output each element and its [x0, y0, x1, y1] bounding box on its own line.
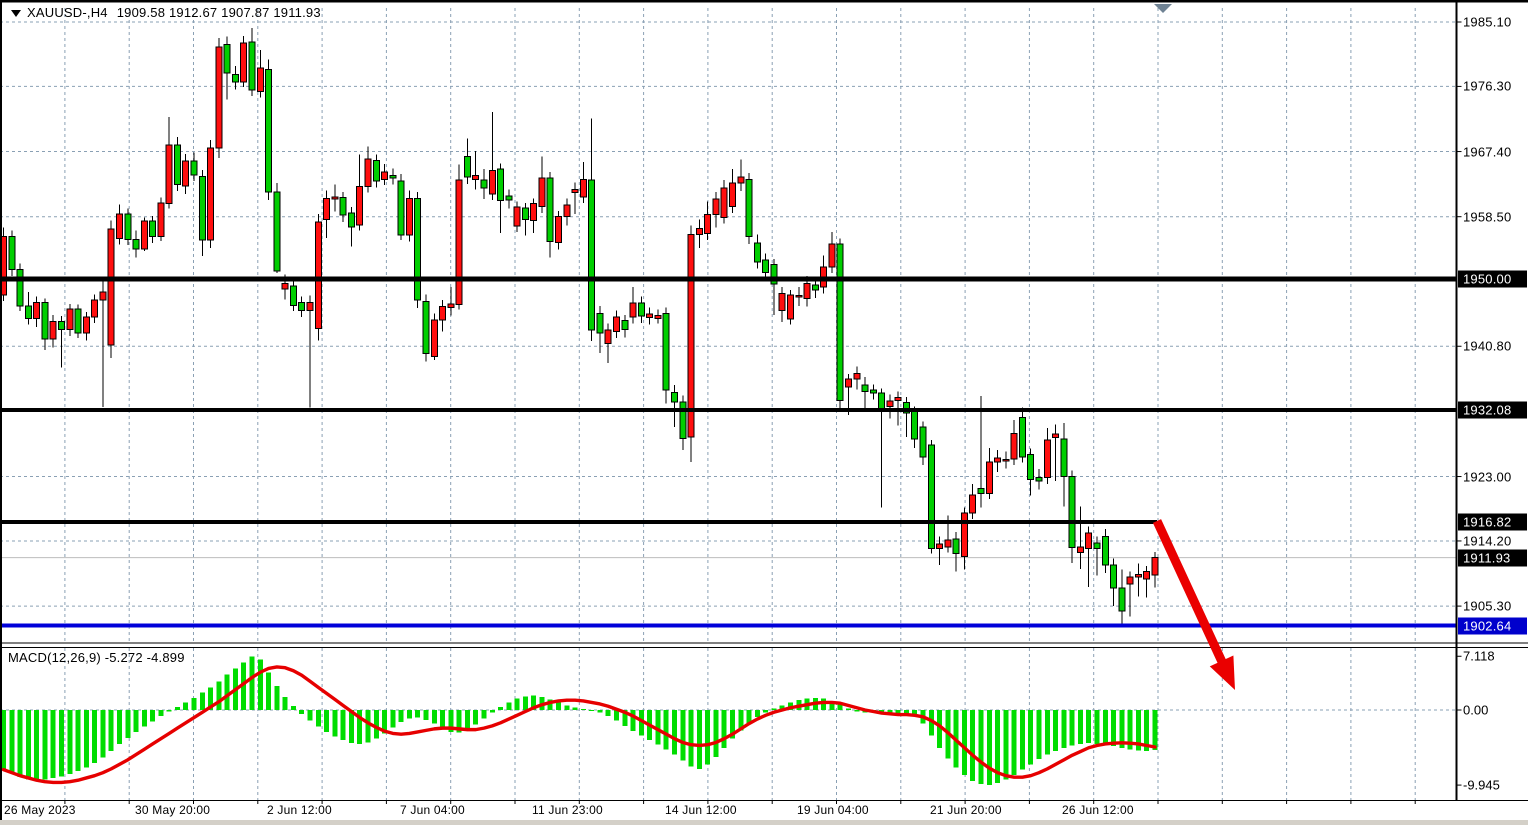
- macd-scale-label: 7.118: [1463, 648, 1495, 664]
- time-label: 19 Jun 04:00: [797, 803, 869, 817]
- down-trend-arrow[interactable]: [1152, 519, 1235, 690]
- candles-layer: [0, 27, 1159, 626]
- price-badge: 1932.08: [1458, 401, 1527, 419]
- price-label: 1976.30: [1463, 78, 1512, 94]
- price-label: 1923.00: [1463, 469, 1512, 485]
- axis-ticks: [0, 21, 1462, 804]
- horizontal-gridlines: [0, 21, 1457, 607]
- time-label: 26 Jun 12:00: [1062, 803, 1134, 817]
- price-label: 1967.40: [1463, 144, 1512, 160]
- price-badge: 1916.82: [1458, 513, 1527, 531]
- scroll-end-marker-icon[interactable]: [1154, 4, 1172, 13]
- macd-scale-label: 0.00: [1463, 702, 1489, 718]
- price-badge-blue: 1902.64: [1458, 617, 1527, 635]
- macd-indicator-label: MACD(12,26,9) -5.272 -4.899: [8, 650, 185, 665]
- title-ohlc-quote: 1909.58 1912.67 1907.87 1911.93: [116, 5, 321, 20]
- price-label: 1914.20: [1463, 533, 1512, 549]
- price-label: 1985.10: [1463, 14, 1512, 30]
- time-label: 2 Jun 12:00: [267, 803, 332, 817]
- price-label: 1905.30: [1463, 598, 1512, 614]
- time-label: 30 May 20:00: [135, 803, 211, 817]
- time-label: 26 May 2023: [4, 803, 76, 817]
- time-label: 21 Jun 20:00: [930, 803, 1002, 817]
- macd-histogram: [1, 656, 1158, 786]
- price-label: 1940.80: [1463, 338, 1512, 354]
- price-levels-layer[interactable]: [0, 276, 1456, 628]
- price-badge: 1911.93: [1458, 549, 1527, 567]
- time-label: 7 Jun 04:00: [400, 803, 465, 817]
- price-badge: 1950.00: [1458, 270, 1527, 288]
- chart-title: XAUUSD-,H4 1909.58 1912.67 1907.87 1911.…: [9, 5, 321, 20]
- macd-signal-line: [1, 665, 1157, 785]
- price-label: 1958.50: [1463, 209, 1512, 225]
- time-label: 14 Jun 12:00: [665, 803, 737, 817]
- title-symbol-period: XAUUSD-,H4: [27, 5, 108, 20]
- time-label: 11 Jun 23:00: [532, 803, 603, 817]
- macd-scale-label: -9.945: [1463, 777, 1500, 793]
- symbol-dropdown-icon[interactable]: [11, 10, 21, 17]
